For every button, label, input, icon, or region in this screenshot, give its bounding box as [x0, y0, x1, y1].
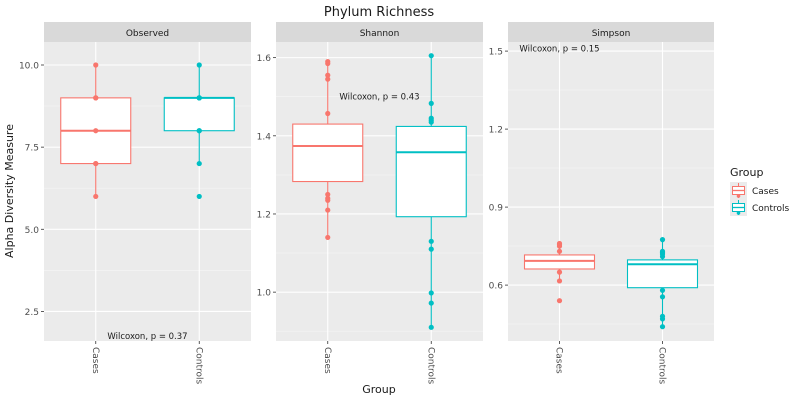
- data-point: [428, 238, 434, 244]
- y-axis-label: Alpha Diversity Measure: [3, 124, 16, 258]
- wilcoxon-annotation: Wilcoxon, p = 0.15: [519, 45, 599, 55]
- y-tick-label: 0.6: [489, 282, 504, 292]
- data-point: [196, 95, 202, 101]
- chart-title: Phylum Richness: [324, 5, 434, 20]
- legend-title: Group: [730, 166, 764, 179]
- data-point: [556, 278, 563, 284]
- data-point: [556, 248, 563, 254]
- wilcoxon-annotation: Wilcoxon, p = 0.43: [339, 93, 419, 103]
- box: [395, 125, 467, 218]
- legend-item-controls: Controls: [730, 199, 790, 216]
- legend-item-cases: Cases: [730, 182, 779, 199]
- data-point: [196, 193, 202, 200]
- data-point: [428, 290, 434, 296]
- facet-panels: Observed 2.5 5.0 7.5 10.0 Cases Controls Wilcox…: [19, 22, 714, 385]
- x-axis-label: Group: [362, 383, 396, 396]
- y-tick-label: 5.0: [25, 226, 40, 236]
- data-point: [93, 62, 99, 68]
- x-tick-label: Cases: [322, 347, 332, 374]
- data-point: [325, 197, 331, 203]
- y-tick-label: 1.2: [489, 126, 503, 136]
- data-point: [556, 298, 563, 304]
- y-tick-label: 7.5: [25, 144, 39, 154]
- boxplot-controls: [395, 53, 467, 330]
- y-tick-label: 1.6: [257, 54, 272, 64]
- box: [163, 97, 235, 132]
- data-point: [325, 234, 331, 241]
- data-point: [659, 237, 666, 243]
- facet-strip-label: Simpson: [592, 29, 631, 39]
- data-point: [428, 300, 434, 306]
- data-point: [659, 287, 666, 293]
- boxplot-cases: [523, 240, 596, 304]
- legend-key-point: [736, 211, 741, 215]
- data-point: [93, 193, 99, 200]
- data-point: [428, 324, 434, 330]
- data-point: [325, 191, 331, 198]
- y-tick-label: 0.9: [489, 204, 504, 214]
- facet-strip-label: Shannon: [360, 29, 400, 39]
- data-point: [325, 110, 331, 117]
- legend: Group Cases Controls: [730, 166, 790, 216]
- panel-background: [44, 42, 251, 341]
- data-point: [196, 128, 202, 134]
- panel-shannon: Shannon 1.0 1.2 1.4 1.6 Cases Controls Wilcoxon…: [257, 22, 483, 385]
- data-point: [93, 95, 99, 101]
- x-tick-label: Cases: [90, 347, 100, 374]
- data-point: [93, 128, 99, 134]
- data-point: [659, 316, 666, 322]
- y-tick-label: 1.0: [257, 289, 272, 299]
- y-tick-label: 10.0: [19, 62, 39, 72]
- data-point: [428, 119, 434, 125]
- panel-simpson: Simpson 0.6 0.9 1.2 1.5 Cases Controls Wilcoxon…: [489, 22, 714, 385]
- data-point: [556, 243, 563, 249]
- y-tick-label: 1.4: [257, 132, 272, 142]
- data-point: [659, 294, 666, 300]
- facet-strip: [508, 22, 714, 42]
- y-tick-label: 2.5: [25, 308, 39, 318]
- x-tick-label: Controls: [657, 347, 667, 385]
- data-point: [659, 324, 666, 330]
- data-point: [93, 160, 99, 167]
- boxplot-cases: [292, 58, 364, 241]
- boxplot-cases: [60, 62, 132, 200]
- facet-strip: [44, 22, 251, 42]
- data-point: [428, 246, 434, 252]
- x-tick-label: Cases: [554, 347, 564, 374]
- data-point: [659, 253, 666, 260]
- boxplot-controls: [626, 237, 699, 330]
- y-tick-label: 1.5: [489, 48, 503, 58]
- legend-label: Cases: [752, 187, 779, 197]
- data-point: [556, 269, 563, 275]
- data-point: [325, 72, 331, 78]
- data-point: [325, 60, 331, 67]
- data-point: [428, 100, 434, 106]
- data-point: [196, 62, 202, 68]
- y-tick-label: 1.2: [257, 210, 271, 220]
- box: [292, 123, 364, 183]
- legend-key-point: [736, 194, 741, 198]
- data-point: [428, 53, 434, 59]
- legend-label: Controls: [752, 204, 790, 214]
- box: [523, 254, 596, 270]
- x-tick-label: Controls: [425, 347, 435, 385]
- wilcoxon-annotation: Wilcoxon, p = 0.37: [107, 332, 187, 342]
- boxplot-controls: [163, 62, 235, 200]
- panel-observed: Observed 2.5 5.0 7.5 10.0 Cases Controls Wilcox…: [19, 22, 251, 385]
- data-point: [325, 207, 331, 213]
- x-tick-label: Controls: [193, 347, 203, 385]
- data-point: [196, 160, 202, 167]
- facet-strip: [276, 22, 483, 42]
- data-point: [325, 76, 331, 82]
- facet-strip-label: Observed: [126, 29, 169, 39]
- panel-background: [508, 42, 714, 341]
